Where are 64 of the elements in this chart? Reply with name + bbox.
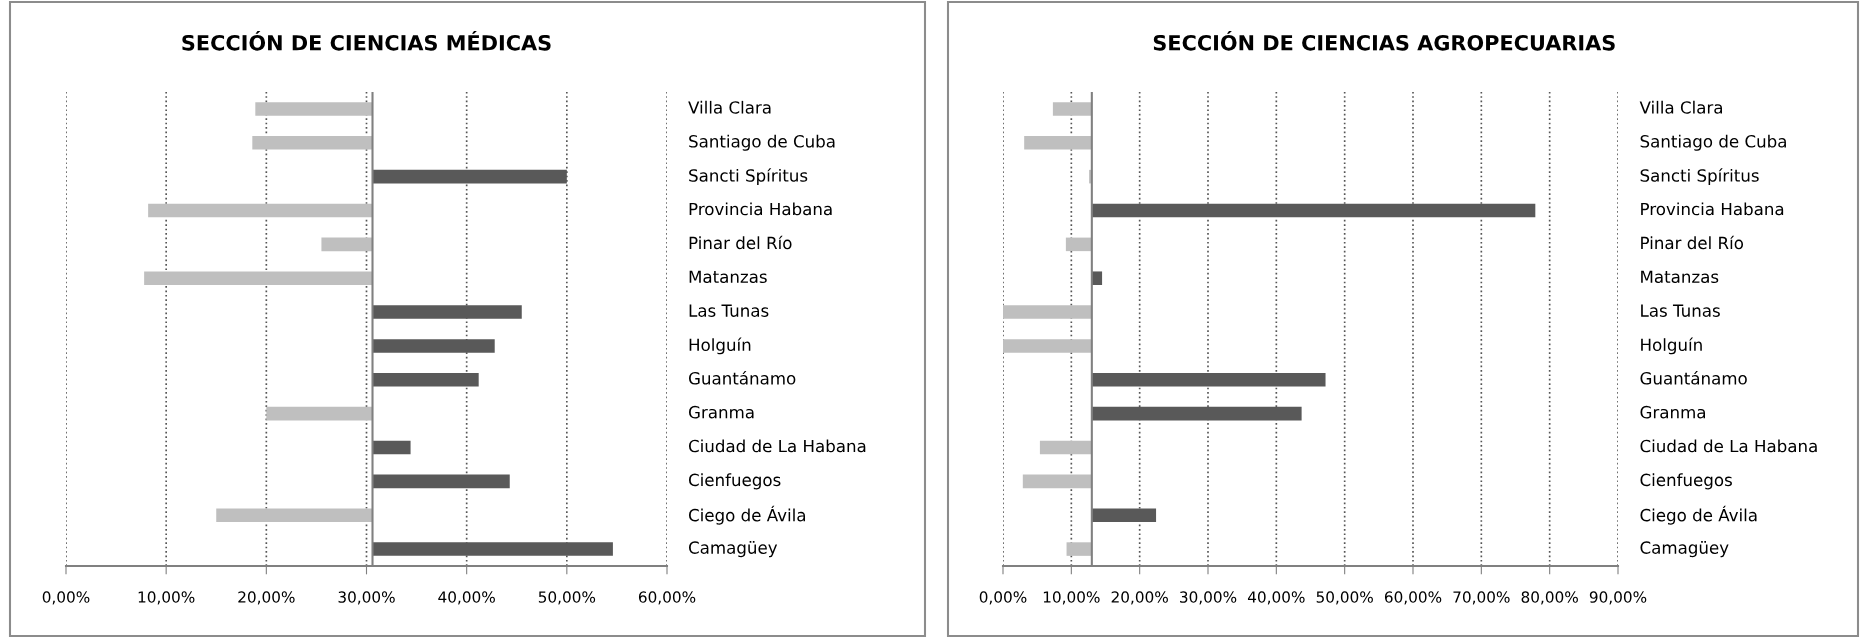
- bar: [321, 237, 373, 252]
- x-tick-label: 30,00%: [1180, 591, 1237, 605]
- bar: [144, 271, 373, 285]
- y-tick-label: Pinar del Río: [1641, 235, 1744, 250]
- x-tick-label: 40,00%: [1247, 591, 1305, 605]
- y-tick-label: Cienfuegos: [688, 473, 781, 490]
- x-tick-label: 10,00%: [138, 591, 195, 605]
- x-tick-label: 60,00%: [1384, 591, 1442, 605]
- bar: [1003, 339, 1092, 353]
- y-tick-label: Provincia Habana: [1641, 202, 1784, 216]
- y-tick-label: Cienfuegos: [1640, 473, 1732, 490]
- x-tick-label: 10,00%: [1043, 591, 1100, 605]
- x-tick-label: 40,00%: [438, 591, 495, 605]
- y-tick-label: Sancti Spíritus: [1640, 168, 1759, 186]
- y-tick-label: Holguín: [1641, 337, 1702, 355]
- x-tick-label: 90,00%: [1589, 591, 1647, 605]
- y-tick-label: Matanzas: [1641, 270, 1719, 284]
- bar: [1052, 102, 1092, 116]
- bar: [255, 102, 373, 116]
- y-tick-label: Ciego de Ávila: [1640, 505, 1757, 525]
- y-tick-label: Pinar del Río: [689, 235, 792, 250]
- x-tick-label: 80,00%: [1521, 591, 1578, 605]
- y-tick-label: Villa Clara: [1639, 100, 1722, 114]
- y-tick-label: Guantánamo: [688, 371, 796, 385]
- y-tick-label: Provincia Habana: [689, 202, 832, 216]
- bar: [1039, 440, 1092, 455]
- bar: [1091, 271, 1103, 285]
- y-tick-label: Granma: [688, 405, 754, 419]
- y-tick-label: Villa Clara: [688, 100, 771, 114]
- bar: [216, 508, 373, 522]
- x-tick-label: 70,00%: [1453, 591, 1510, 605]
- bar: [372, 440, 411, 455]
- y-tick-label: Camagüey: [1640, 541, 1729, 558]
- bar: [148, 203, 373, 218]
- bar: [266, 406, 373, 421]
- y-tick-label: Las Tunas: [689, 304, 769, 317]
- x-tick-label: 50,00%: [538, 591, 596, 605]
- bar: [252, 136, 373, 150]
- bar: [1003, 305, 1092, 319]
- x-tick-label: 50,00%: [1316, 591, 1373, 605]
- x-tick-label: 0,00%: [979, 591, 1027, 605]
- y-tick-label: Camagüey: [688, 541, 778, 558]
- x-tick-label: 60,00%: [638, 591, 696, 605]
- y-tick-label: Holguín: [689, 337, 751, 355]
- bar: [1066, 542, 1092, 556]
- y-tick-label: Ciudad de La Habana: [688, 439, 866, 453]
- y-tick-label: Ciego de Ávila: [688, 505, 806, 525]
- chart-title: SECCIÓN DE CIENCIAS MÉDICAS: [182, 31, 551, 51]
- y-tick-label: Sancti Spíritus: [689, 168, 808, 186]
- y-tick-label: Granma: [1640, 405, 1705, 419]
- y-tick-label: Santiago de Cuba: [1640, 134, 1786, 151]
- y-tick-label: Guantánamo: [1640, 371, 1747, 385]
- x-tick-label: 30,00%: [338, 591, 395, 605]
- y-tick-label: Matanzas: [689, 270, 767, 284]
- y-tick-label: Santiago de Cuba: [689, 134, 835, 151]
- bar: [1024, 136, 1092, 150]
- x-tick-label: 20,00%: [238, 591, 295, 605]
- x-tick-label: 0,00%: [42, 591, 90, 605]
- y-tick-label: Ciudad de La Habana: [1640, 439, 1817, 453]
- x-tick-label: 20,00%: [1111, 591, 1168, 605]
- bar: [1065, 237, 1092, 252]
- chart-title: SECCIÓN DE CIENCIAS AGROPECUARIAS: [1153, 31, 1615, 51]
- y-tick-label: Las Tunas: [1641, 304, 1720, 317]
- bar: [1022, 474, 1092, 489]
